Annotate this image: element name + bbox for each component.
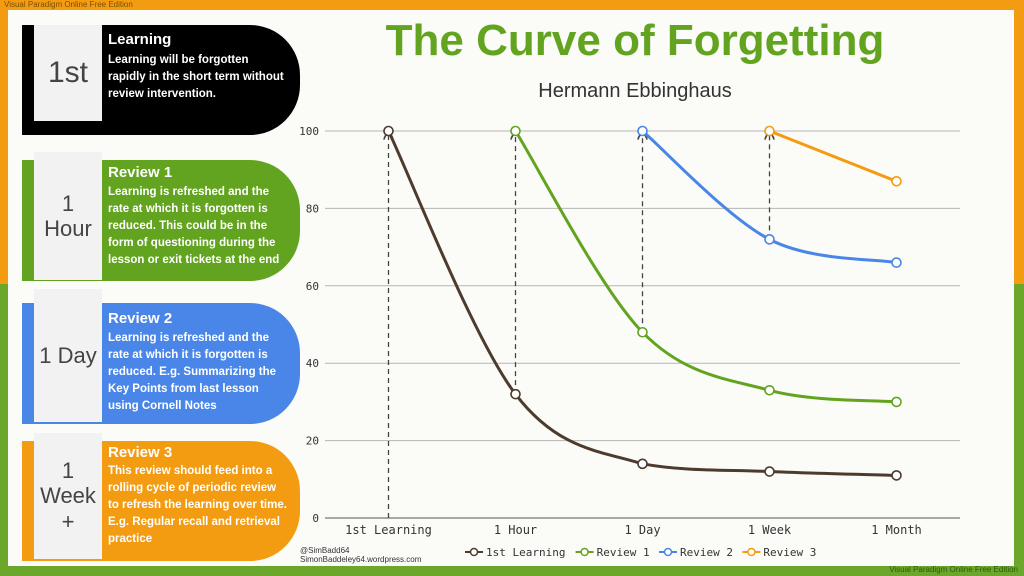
card-review-1-title: Review 1 — [108, 164, 173, 181]
legend-label: Review 2 — [680, 546, 733, 559]
series-point-2 — [891, 396, 902, 408]
legend-swatch-marker — [747, 547, 756, 557]
legend-swatch-marker — [580, 547, 589, 557]
y-tick-label: 80 — [306, 202, 319, 215]
y-tick-label: 20 — [306, 435, 319, 448]
card-learning-badge: 1st — [34, 25, 102, 121]
card-review-2-text: Learning is refreshed and the rate at wh… — [108, 332, 277, 412]
series-point-2 — [764, 384, 775, 396]
card-review-3-text: This review should feed into a rolling c… — [108, 465, 287, 545]
legend-swatch-marker — [469, 547, 479, 557]
y-tick-label: 60 — [306, 280, 319, 293]
legend-label: Review 1 — [597, 546, 650, 559]
card-review-2: 1 Day Review 2 Learning is refreshed and… — [22, 289, 300, 424]
series-point-4 — [891, 176, 902, 187]
series-point-1 — [383, 125, 394, 137]
series-line-2 — [514, 130, 897, 404]
card-review-1-text: Learning is refreshed and the rate at wh… — [108, 186, 280, 266]
card-review-3: 1 Week + Review 3 This review should fee… — [22, 433, 300, 561]
card-review-3-badge: 1 Week + — [34, 433, 102, 559]
x-tick-label: 1 Hour — [494, 523, 537, 537]
card-learning-title: Learning — [108, 31, 172, 48]
x-tick-label: 1 Day — [624, 523, 660, 537]
x-tick-label: 1 Week — [748, 523, 792, 537]
page-title: The Curve of Forgetting — [385, 16, 885, 65]
series-point-2 — [637, 326, 648, 338]
series-point-4 — [764, 125, 775, 137]
series-point-3 — [891, 257, 902, 268]
series-point-1 — [510, 388, 521, 400]
series-line-4 — [768, 129, 898, 183]
legend-label: 1st Learning — [486, 546, 565, 559]
card-review-1: 1 Hour Review 1 Learning is refreshed an… — [22, 152, 300, 281]
series-point-1 — [764, 466, 775, 477]
x-tick-label: 1 Month — [871, 523, 922, 537]
y-tick-label: 0 — [312, 512, 319, 525]
series-point-2 — [510, 125, 521, 137]
card-review-2-badge: 1 Day — [34, 289, 102, 422]
watermark-bottom: Visual Paradigm Online Free Edition — [889, 565, 1018, 574]
credit-blog: SimonBaddeley64.wordpress.com — [300, 555, 422, 564]
x-tick-label: 1st Learning — [345, 523, 432, 537]
series-point-1 — [637, 458, 648, 470]
y-tick-label: 40 — [306, 357, 319, 370]
card-review-3-title: Review 3 — [108, 444, 173, 461]
page-subtitle: Hermann Ebbinghaus — [538, 80, 732, 102]
credit: @SimBadd64 SimonBaddeley64.wordpress.com — [300, 546, 421, 564]
legend-swatch-marker — [663, 547, 673, 557]
legend-label: Review 3 — [763, 546, 816, 559]
card-learning-text: Learning will be forgotten rapidly in th… — [108, 54, 284, 100]
card-review-2-title: Review 2 — [108, 310, 173, 327]
watermark-top: Visual Paradigm Online Free Edition — [4, 0, 133, 9]
series-point-3 — [637, 125, 648, 137]
card-review-1-badge: 1 Hour — [34, 152, 102, 280]
credit-handle: @SimBadd64 — [300, 546, 350, 555]
series-line-1 — [387, 130, 897, 477]
series-point-1 — [891, 470, 902, 481]
card-learning: 1st Learning Learning will be forgotten … — [22, 25, 300, 135]
y-tick-label: 100 — [299, 125, 319, 138]
series-point-3 — [764, 234, 775, 245]
